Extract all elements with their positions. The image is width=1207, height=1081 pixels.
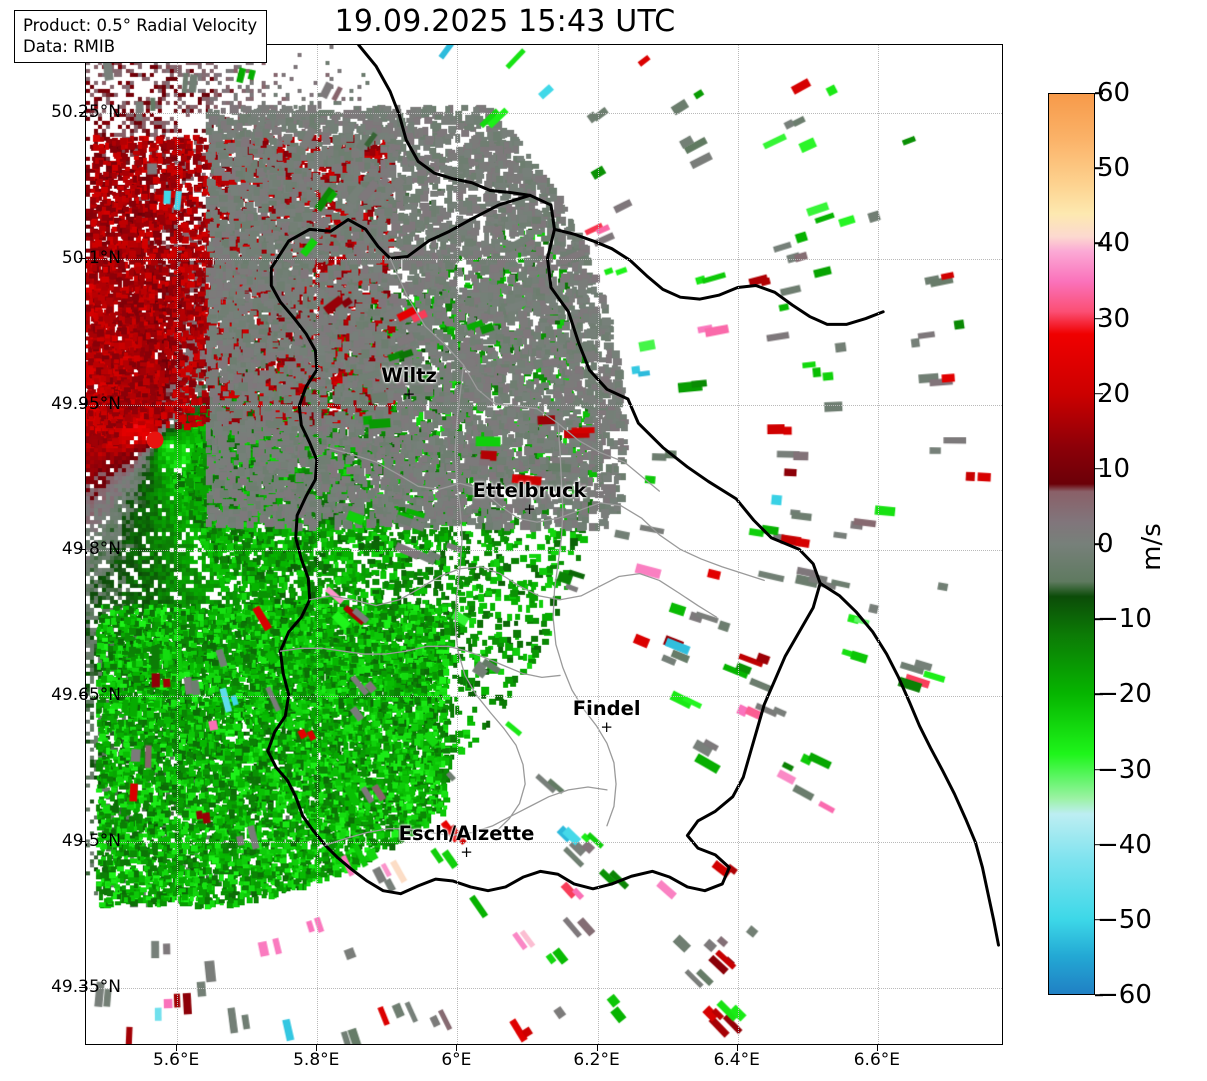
border-path [326, 446, 765, 582]
gridline-horizontal [86, 696, 1002, 698]
border-path [324, 786, 608, 846]
x-axis-tick-label: 5.8°E [293, 1050, 340, 1070]
colorbar-tick-label: 0 [1097, 529, 1114, 559]
y-axis-tick-label: 49.95°N [51, 393, 121, 414]
colorbar-tick-mark [1095, 468, 1103, 470]
page-title: 19.09.2025 15:43 UTC [334, 4, 676, 39]
y-axis-tick-label: 50.25°N [51, 102, 121, 123]
colorbar-tick-label: −20 [1097, 679, 1152, 710]
colorbar-tick-mark [1095, 618, 1103, 620]
y-axis-tick-label: 49.65°N [51, 685, 121, 706]
border-path [454, 364, 526, 834]
colorbar-tick-mark [1095, 92, 1103, 94]
city-marker-ettelbruck: Ettelbruck + [472, 478, 587, 518]
y-axis-tick-label: 49.8°N [61, 539, 121, 560]
radar-velocity-field [86, 45, 1002, 1044]
colorbar[interactable] [1048, 93, 1095, 995]
border-path [389, 257, 660, 492]
gridline-vertical [737, 45, 739, 1044]
y-tick-mark [79, 257, 85, 259]
y-axis-tick-label: 49.35°N [51, 976, 121, 997]
colorbar-tick-mark [1095, 392, 1103, 395]
x-tick-mark [456, 1045, 458, 1051]
x-tick-mark [176, 1045, 178, 1051]
colorbar-tick-mark [1095, 919, 1103, 921]
colorbar-tick-label: 20 [1097, 378, 1131, 409]
city-cross-icon: + [402, 385, 416, 404]
y-tick-mark [79, 112, 85, 114]
city-marker-wiltz: Wiltz + [381, 364, 437, 404]
gridline-vertical [317, 45, 319, 1044]
colorbar-tick-mark [1095, 768, 1103, 771]
city-label: Ettelbruck [472, 478, 587, 502]
x-axis-tick-label: 6.2°E [573, 1050, 620, 1070]
y-tick-mark [79, 403, 85, 405]
city-label: Findel [572, 697, 641, 721]
gridline-vertical [597, 45, 599, 1044]
colorbar-tick-label: −30 [1097, 754, 1152, 785]
border-path [279, 645, 561, 678]
colorbar-tick-mark [1095, 693, 1103, 696]
gridline-horizontal [86, 404, 1002, 406]
x-axis-tick-label: 6.6°E [853, 1050, 900, 1070]
x-axis-tick-label: 5.6°E [152, 1050, 200, 1070]
border-path [552, 227, 885, 326]
colorbar-tick-mark [1095, 317, 1103, 320]
colorbar-tick-label: 10 [1097, 453, 1131, 484]
colorbar-gradient [1049, 94, 1094, 994]
border-path [357, 45, 532, 197]
y-tick-mark [79, 840, 85, 842]
colorbar-tick-label: −40 [1097, 829, 1152, 860]
colorbar-tick-mark [1095, 843, 1103, 846]
border-path [552, 422, 617, 827]
city-marker-findel: Findel + [572, 697, 641, 737]
gridline-horizontal [86, 258, 1002, 260]
info-product-line: Product: 0.5° Radial Velocity [23, 16, 258, 35]
radar-site-icon [146, 431, 164, 449]
colorbar-tick-mark [1095, 994, 1103, 996]
gridline-horizontal [86, 841, 1002, 843]
colorbar-tick-mark [1095, 543, 1103, 545]
city-label: Esch/Alzette [398, 821, 535, 845]
y-tick-mark [79, 986, 85, 988]
colorbar-tick-mark [1095, 242, 1103, 245]
info-box: Product: 0.5° Radial Velocity Data: RMIB [14, 10, 268, 64]
x-tick-mark [876, 1045, 878, 1051]
colorbar-tick-label: 30 [1097, 303, 1131, 334]
colorbar-tick-label: 60 [1097, 78, 1131, 108]
city-marker-esch-alzette: Esch/Alzette + [398, 821, 535, 861]
x-tick-mark [316, 1045, 318, 1051]
colorbar-tick-label: −10 [1097, 604, 1152, 635]
border-path [818, 581, 1001, 947]
border-path [309, 566, 718, 618]
x-axis-tick-label: 6.4°E [713, 1050, 760, 1070]
x-tick-mark [736, 1045, 738, 1051]
city-cross-icon: + [523, 499, 536, 518]
colorbar-tick-mark [1095, 167, 1103, 169]
colorbar-tick-label: 50 [1097, 153, 1131, 184]
city-cross-icon: + [600, 718, 613, 737]
gridline-vertical [457, 45, 459, 1044]
colorbar-tick-label: 40 [1097, 228, 1131, 259]
colorbar-tick-label: −60 [1097, 980, 1152, 1010]
x-axis-tick-label: 6°E [441, 1050, 472, 1070]
y-axis-tick-label: 49.5°N [61, 830, 121, 851]
y-tick-mark [79, 695, 85, 697]
gridline-vertical [877, 45, 879, 1044]
y-tick-mark [79, 549, 85, 551]
city-cross-icon: + [460, 842, 473, 861]
y-axis-tick-label: 50.1°N [61, 247, 121, 268]
gridline-vertical [177, 45, 179, 1044]
border-path [266, 193, 822, 896]
gridline-horizontal [86, 987, 1002, 989]
gridline-horizontal [86, 550, 1002, 552]
info-data-line: Data: RMIB [23, 37, 116, 57]
colorbar-tick-label: −50 [1097, 904, 1152, 935]
gridline-horizontal [86, 113, 1002, 115]
x-tick-mark [596, 1045, 598, 1051]
radar-map-plot[interactable]: Wiltz + Ettelbruck + Findel + Esch/Alzette + [85, 44, 1003, 1045]
city-label: Wiltz [381, 364, 437, 388]
colorbar-units-label: m/s [1137, 523, 1167, 571]
map-borders-overlay [266, 45, 1001, 947]
